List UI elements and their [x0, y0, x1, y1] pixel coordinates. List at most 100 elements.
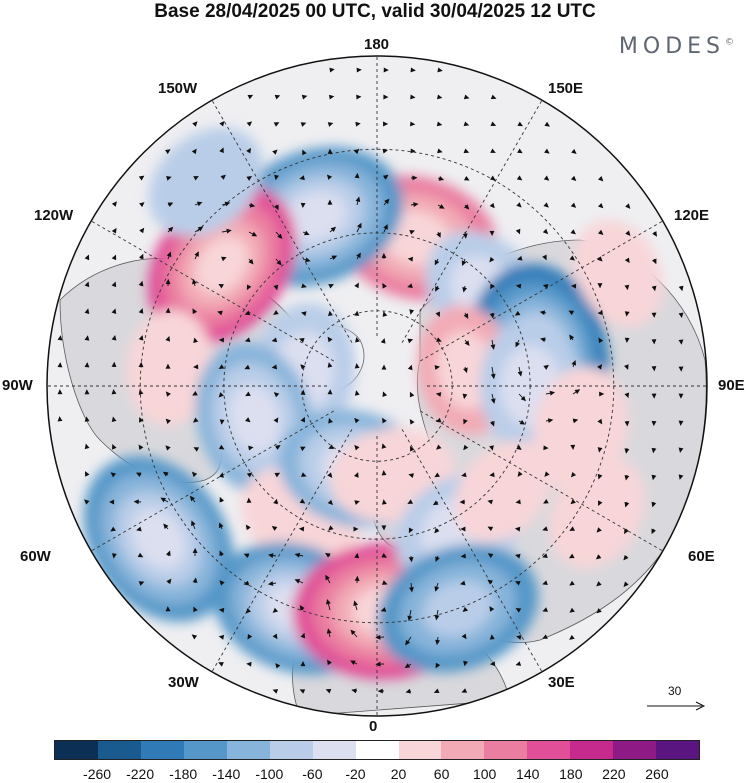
wind-arrowhead — [489, 661, 496, 667]
wind-arrowhead — [193, 337, 199, 344]
wind-arrowhead — [381, 252, 387, 259]
wind-arrowhead — [597, 310, 603, 316]
wind-arrowhead — [517, 121, 524, 127]
wind-arrowhead — [356, 94, 362, 100]
wind-arrowhead — [514, 310, 521, 316]
wind-arrowhead — [436, 121, 443, 127]
wind-arrowhead — [377, 688, 383, 694]
wind-arrowhead — [434, 527, 440, 534]
wind-arrowhead — [246, 147, 252, 154]
wind-arrowhead — [517, 148, 523, 154]
wind-arrowhead — [464, 340, 470, 346]
colorbar-swatch — [484, 741, 528, 759]
wind-arrowhead — [246, 176, 253, 181]
wind-arrowhead — [384, 198, 390, 205]
wind-arrowhead — [543, 202, 549, 208]
wind-arrowhead — [248, 259, 254, 265]
wind-arrowhead — [623, 581, 629, 587]
wind-arrowhead — [165, 445, 171, 451]
wind-arrowhead — [651, 474, 657, 481]
wind-arrowhead — [57, 362, 63, 368]
wind-arrowhead — [243, 580, 250, 586]
colorbar-swatch — [183, 741, 227, 759]
wind-arrowhead — [298, 526, 305, 532]
wind-arrowhead — [542, 634, 548, 639]
wind-arrowhead — [435, 286, 440, 292]
wind-arrowhead — [462, 393, 468, 400]
wind-arrowhead — [162, 471, 169, 477]
colorbar-tick-label: 140 — [516, 766, 540, 782]
wind-arrowhead — [438, 176, 445, 181]
wind-arrowhead — [543, 498, 549, 504]
wind-arrowhead — [301, 94, 308, 100]
wind-arrowhead — [516, 635, 522, 640]
wind-arrowhead — [678, 420, 684, 426]
map-title: Base 28/04/2025 00 UTC, valid 30/04/2025… — [154, 1, 596, 22]
wind-arrowhead — [135, 472, 142, 477]
wind-arrowhead — [410, 67, 416, 73]
lon-label-0: 0 — [369, 718, 378, 735]
wind-arrowhead — [165, 307, 171, 313]
colorbar-tick-label: -60 — [302, 766, 323, 782]
anomaly-contour — [194, 235, 250, 294]
wind-arrowhead — [328, 94, 335, 100]
wind-arrowhead — [569, 634, 575, 640]
wind-arrowhead — [243, 553, 250, 559]
wind-arrowhead — [624, 421, 630, 427]
wind-arrowhead — [461, 688, 468, 693]
wind-arrowhead — [435, 662, 441, 669]
wind-arrowhead — [273, 392, 280, 398]
wind-arrowhead — [434, 365, 440, 370]
wind-arrowhead — [407, 338, 414, 344]
colorbar-swatch — [656, 741, 700, 759]
wind-arrowhead — [300, 389, 306, 395]
wind-arrowhead — [274, 472, 281, 478]
wind-arrowhead — [382, 148, 388, 154]
wind-arrowhead — [327, 389, 333, 395]
wind-arrowhead — [383, 94, 389, 100]
wind-arrowhead — [325, 574, 330, 581]
wind-arrowhead — [273, 417, 279, 423]
wind-arrowhead — [245, 608, 252, 614]
wind-arrowhead — [409, 587, 414, 593]
anomaly-contour — [454, 440, 551, 542]
colorbar-tick-label: -180 — [169, 766, 198, 782]
wind-arrowhead — [461, 633, 467, 640]
wind-arrowhead — [327, 148, 333, 154]
colorbar-tick-label: -260 — [83, 766, 112, 782]
colorbar-swatch — [140, 741, 184, 759]
wind-arrowhead — [540, 337, 546, 343]
wind-arrowhead — [165, 149, 171, 155]
wind-arrowhead — [570, 471, 577, 478]
wind-arrowhead — [84, 362, 90, 368]
colorbar-swatch — [355, 741, 399, 759]
brand-text: MODES — [618, 34, 725, 59]
wind-arrowhead — [463, 313, 469, 319]
wind-arrowhead — [197, 226, 204, 232]
wind-arrowhead — [84, 471, 90, 477]
wind-arrowhead — [84, 389, 90, 395]
wind-arrowhead — [625, 203, 631, 209]
wind-arrowhead — [489, 420, 495, 427]
wind-arrowhead — [514, 526, 521, 532]
wind-arrowhead — [327, 472, 333, 478]
wind-arrowhead — [437, 148, 443, 154]
wind-arrowhead — [271, 525, 278, 531]
wind-arrowhead — [165, 418, 171, 424]
wind-arrowhead — [189, 495, 196, 502]
wind-arrowhead — [246, 661, 252, 667]
colorbar-tick-label: -20 — [345, 766, 366, 782]
wind-arrowhead — [462, 286, 468, 293]
wind-arrowhead — [219, 550, 224, 557]
wind-arrowhead — [542, 254, 547, 261]
wind-arrowhead — [111, 389, 117, 395]
wind-arrowhead — [651, 501, 657, 508]
wind-arrowhead — [462, 606, 469, 613]
wind-arrowhead — [598, 176, 604, 182]
modes-logo: MODES© — [619, 34, 734, 59]
wind-arrowhead — [353, 600, 359, 606]
wind-arrowhead — [409, 419, 415, 425]
wind-arrowhead — [246, 284, 252, 291]
wind-arrowhead — [84, 416, 90, 422]
wind-arrowhead — [544, 148, 550, 154]
